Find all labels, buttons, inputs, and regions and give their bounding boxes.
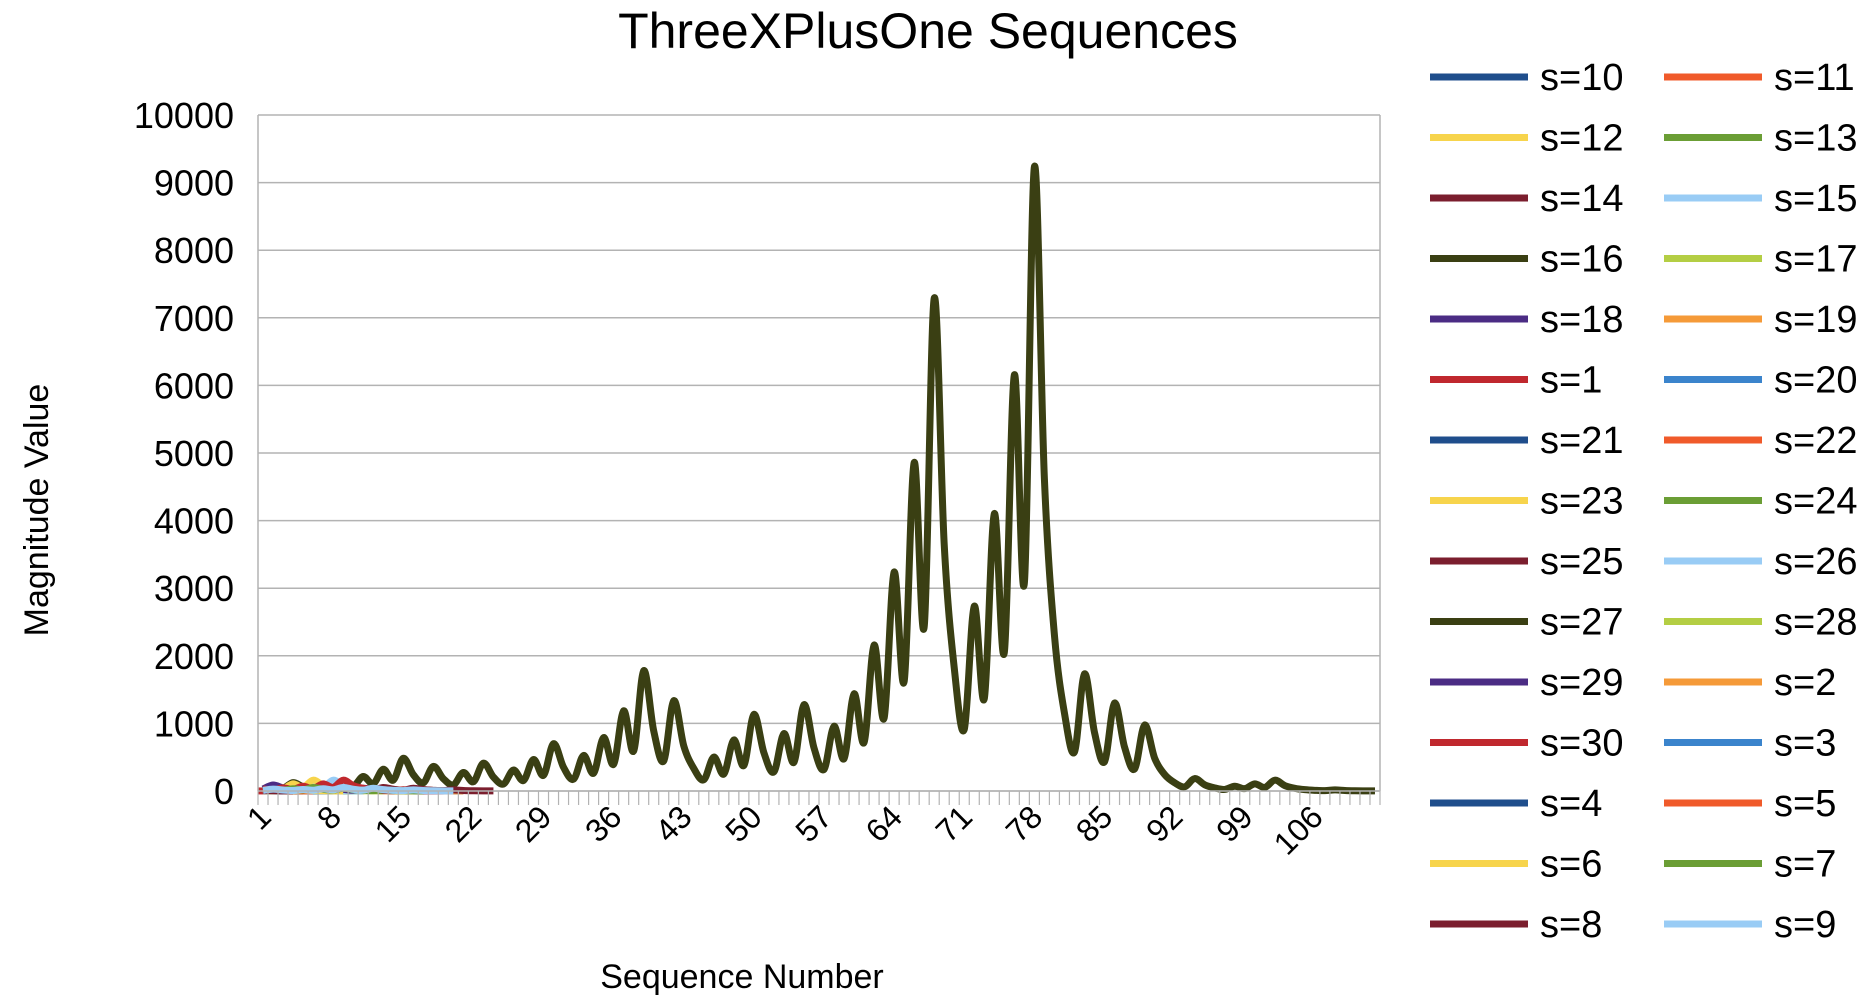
- y-tick-label: 3000: [154, 568, 234, 609]
- y-tick-label: 5000: [154, 433, 234, 474]
- legend-label: s=5: [1774, 783, 1836, 825]
- legend-label: s=16: [1540, 239, 1623, 281]
- legend-label: s=23: [1540, 481, 1623, 523]
- x-tick-label: 36: [578, 798, 629, 849]
- legend-label: s=29: [1540, 662, 1623, 704]
- x-tick-label: 29: [508, 798, 559, 849]
- legend-label: s=10: [1540, 57, 1623, 99]
- legend-label: s=8: [1540, 904, 1602, 946]
- chart-title: ThreeXPlusOne Sequences: [618, 3, 1238, 59]
- legend-label: s=18: [1540, 299, 1623, 341]
- x-tick-label: 78: [999, 798, 1050, 849]
- legend-label: s=14: [1540, 178, 1623, 220]
- x-tick-label: 1: [240, 798, 278, 836]
- series-line-s=27: [261, 162, 1376, 795]
- axes: [257, 115, 1381, 805]
- y-tick-label: 2000: [154, 636, 234, 677]
- legend-label: s=28: [1774, 602, 1857, 644]
- x-tick-label: 8: [310, 798, 348, 836]
- legend-label: s=4: [1540, 783, 1602, 825]
- x-tick-label: 92: [1139, 798, 1190, 849]
- x-tick-label: 99: [1209, 798, 1260, 849]
- y-tick-label: 7000: [154, 298, 234, 339]
- legend-label: s=19: [1774, 299, 1857, 341]
- legend-label: s=3: [1774, 723, 1836, 765]
- legend-label: s=20: [1774, 360, 1857, 402]
- x-tick-label: 106: [1267, 798, 1330, 861]
- x-tick-label: 57: [788, 798, 839, 849]
- legend-label: s=11: [1774, 57, 1855, 99]
- x-tick-labels: 1 8 15 22 29 36 43 50 57 64 71 78 85 92 99 106: [240, 798, 1330, 861]
- legend: s=10 s=11 s=12 s=13 s=14 s=15 s=16 s=17 s=18 s=19…: [1430, 57, 1857, 946]
- y-tick-label: 0: [214, 771, 234, 812]
- x-tick-label: 22: [438, 798, 489, 849]
- legend-label: s=9: [1774, 904, 1836, 946]
- y-tick-label: 6000: [154, 365, 234, 406]
- x-tick-label: 71: [929, 798, 980, 849]
- y-tick-label: 8000: [154, 230, 234, 271]
- y-axis-title: Magnitude Value: [18, 384, 56, 637]
- x-tick-label: 50: [718, 798, 769, 849]
- legend-label: s=26: [1774, 541, 1857, 583]
- legend-label: s=15: [1774, 178, 1857, 220]
- legend-label: s=7: [1774, 844, 1836, 886]
- legend-label: s=30: [1540, 723, 1623, 765]
- legend-label: s=25: [1540, 541, 1623, 583]
- x-tick-label: 15: [368, 798, 419, 849]
- legend-label: s=27: [1540, 602, 1623, 644]
- y-tick-label: 9000: [154, 163, 234, 204]
- legend-label: s=13: [1774, 118, 1857, 160]
- x-axis-title: Sequence Number: [600, 958, 884, 996]
- y-tick-label: 1000: [154, 703, 234, 744]
- y-tick-label: 4000: [154, 501, 234, 542]
- grid: [258, 114, 1380, 792]
- legend-label: s=1: [1540, 360, 1602, 402]
- y-tick-label: 10000: [134, 95, 234, 136]
- legend-label: s=17: [1774, 239, 1857, 281]
- y-tick-labels: 0 1000 2000 3000 4000 5000 6000 7000 8000 9000 100…: [134, 95, 234, 812]
- legend-label: s=24: [1774, 481, 1857, 523]
- legend-label: s=21: [1540, 420, 1623, 462]
- x-tick-label: 85: [1069, 798, 1120, 849]
- legend-label: s=22: [1774, 420, 1857, 462]
- x-tick-label: 64: [858, 798, 909, 849]
- x-tick-label: 43: [648, 798, 699, 849]
- legend-label: s=6: [1540, 844, 1602, 886]
- legend-label: s=2: [1774, 662, 1836, 704]
- legend-label: s=12: [1540, 118, 1623, 160]
